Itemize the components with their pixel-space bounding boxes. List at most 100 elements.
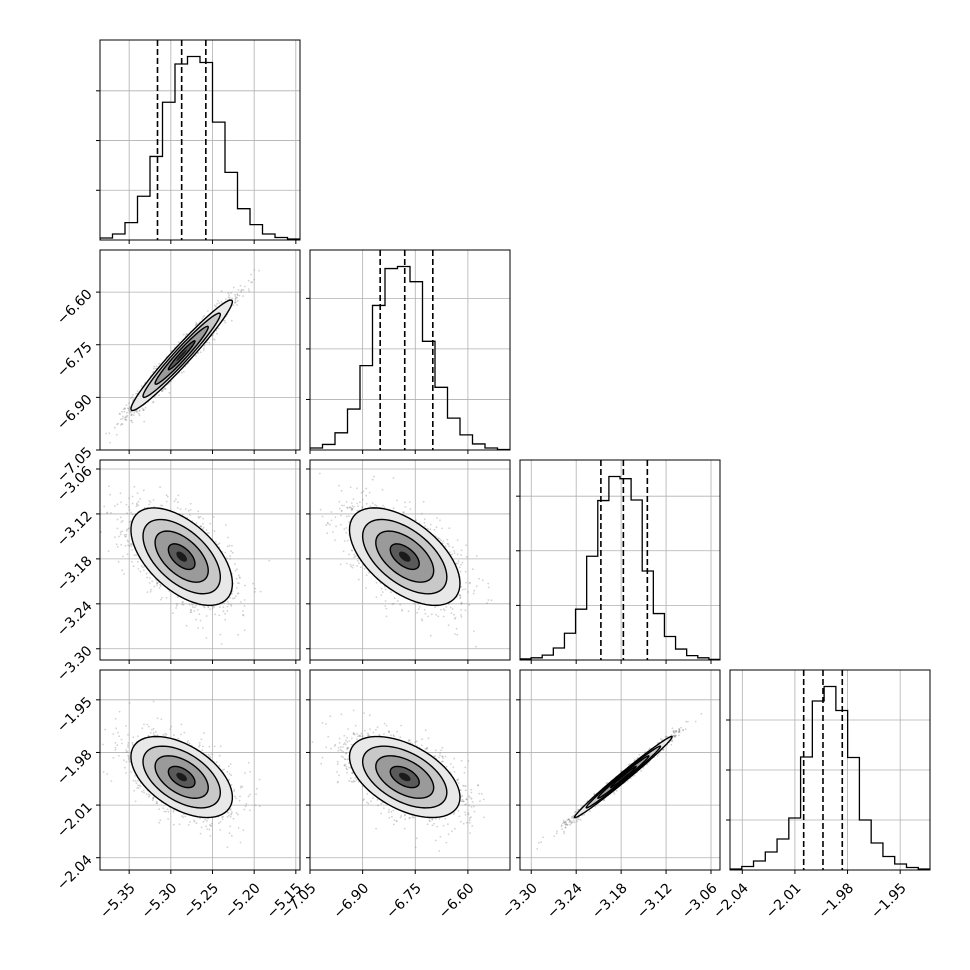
- sample-point: [237, 633, 240, 636]
- sample-point: [148, 582, 151, 584]
- sample-point: [187, 509, 190, 512]
- sample-point: [128, 411, 131, 414]
- sample-point: [439, 519, 441, 522]
- sample-point: [409, 508, 412, 510]
- sample-point: [236, 304, 238, 306]
- sample-point: [236, 581, 239, 584]
- sample-point: [211, 334, 214, 337]
- sample-point: [203, 347, 205, 350]
- sample-point: [132, 414, 135, 417]
- sample-point: [243, 605, 246, 608]
- sample-point: [197, 516, 200, 518]
- sample-point: [146, 576, 149, 579]
- sample-point: [128, 509, 131, 511]
- sample-point: [381, 591, 384, 593]
- sample-point: [202, 605, 205, 608]
- sample-point: [136, 411, 139, 414]
- sample-point: [110, 511, 112, 514]
- sample-point: [456, 553, 459, 556]
- sample-point: [191, 603, 193, 606]
- sample-point: [232, 286, 235, 289]
- sample-point: [119, 413, 121, 415]
- sample-point: [130, 413, 133, 416]
- contour-0: [130, 507, 234, 607]
- sample-point: [136, 492, 139, 495]
- sample-point: [132, 565, 135, 568]
- sample-point: [142, 409, 145, 411]
- sample-point: [375, 581, 378, 584]
- sample-point: [242, 614, 245, 617]
- sample-point: [158, 587, 161, 589]
- sample-point: [319, 508, 322, 511]
- sample-point: [135, 410, 138, 413]
- sample-point: [118, 412, 121, 415]
- sample-point: [138, 410, 141, 412]
- contour-3: [167, 340, 196, 371]
- sample-point: [258, 269, 260, 272]
- sample-point: [231, 544, 233, 547]
- sample-point: [242, 295, 244, 297]
- sample-point: [109, 441, 111, 444]
- sample-point: [219, 606, 221, 608]
- sample-point: [236, 592, 239, 595]
- sample-point: [226, 610, 229, 612]
- sample-point: [254, 587, 257, 590]
- sample-point: [94, 538, 96, 540]
- sample-point: [137, 500, 140, 503]
- sample-point: [229, 558, 232, 560]
- sample-point: [130, 397, 132, 400]
- sample-point: [236, 293, 239, 296]
- sample-point: [453, 613, 455, 616]
- sample-point: [189, 611, 192, 613]
- sample-point: [224, 618, 227, 621]
- sample-point: [135, 392, 138, 395]
- sample-point: [232, 304, 235, 307]
- sample-point: [142, 489, 145, 492]
- sample-point: [158, 394, 160, 397]
- sample-point: [124, 407, 126, 410]
- sample-point: [240, 289, 243, 292]
- sample-point: [123, 410, 126, 413]
- sample-point: [194, 604, 197, 607]
- sample-point: [177, 494, 180, 497]
- sample-point: [327, 522, 329, 525]
- sample-point: [177, 501, 179, 504]
- sample-point: [392, 602, 395, 605]
- sample-point: [235, 301, 237, 303]
- sample-point: [234, 301, 236, 304]
- sample-point: [191, 604, 194, 606]
- sample-point: [242, 613, 244, 616]
- sample-point: [133, 485, 136, 488]
- sample-point: [106, 512, 108, 514]
- sample-point: [165, 500, 168, 503]
- sample-point: [199, 525, 202, 528]
- sample-point: [453, 617, 456, 620]
- panel-frame: [99, 39, 301, 241]
- panel-1-1: [306, 249, 511, 454]
- sample-point: [149, 590, 152, 593]
- sample-point: [131, 549, 134, 551]
- sample-point: [213, 530, 216, 533]
- sample-point: [152, 401, 154, 404]
- contour-1: [142, 312, 222, 399]
- histogram-0: [100, 55, 300, 240]
- sample-point: [143, 506, 146, 509]
- sample-point: [234, 293, 237, 296]
- sample-point: [131, 396, 134, 399]
- sample-point: [236, 299, 239, 302]
- sample-point: [131, 513, 134, 516]
- sample-point: [226, 605, 229, 608]
- sample-point: [114, 505, 116, 507]
- y-tick-label: −3.24: [54, 598, 96, 640]
- sample-point: [117, 422, 119, 425]
- sample-point: [456, 539, 459, 541]
- sample-point: [141, 407, 144, 410]
- sample-point: [424, 612, 427, 615]
- sample-point: [205, 529, 208, 531]
- sample-point: [217, 543, 220, 546]
- sample-point: [460, 554, 463, 556]
- sample-point: [420, 618, 423, 621]
- sample-point: [139, 570, 142, 573]
- sample-point: [213, 304, 216, 307]
- sample-point: [227, 600, 229, 603]
